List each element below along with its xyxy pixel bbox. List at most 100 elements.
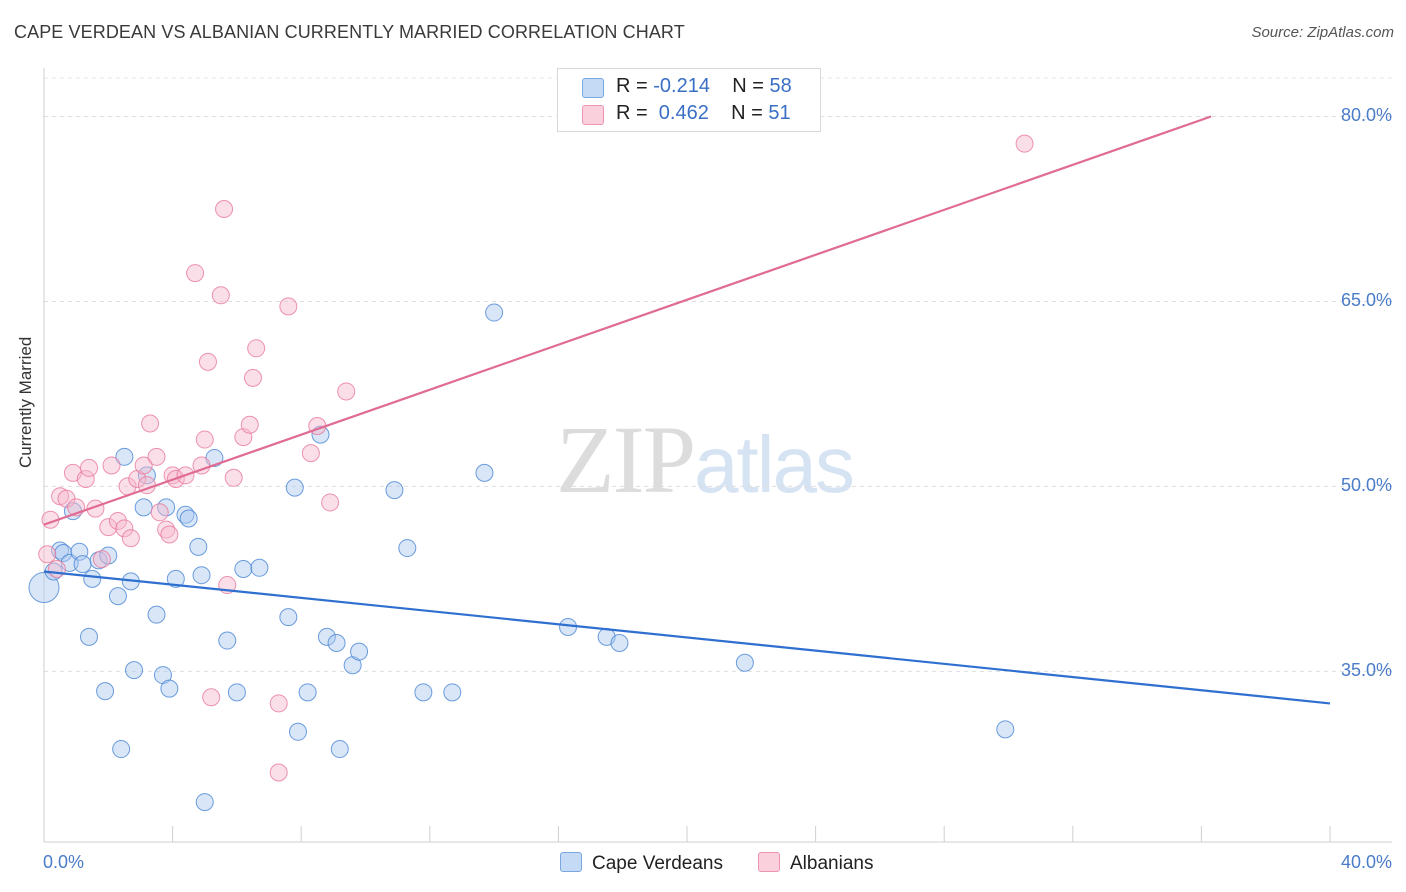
point-albanians: [279, 297, 298, 316]
n-label: N =: [731, 102, 769, 124]
point-albanians: [108, 511, 127, 530]
trendline-albanians: [43, 115, 1212, 526]
watermark: ZIPatlas: [556, 404, 855, 515]
r-value: -0.214: [653, 75, 710, 97]
point-albanians: [76, 470, 95, 489]
point-cape-verdeans: [330, 740, 349, 759]
bottom-legend-label-cape-verdeans: Cape Verdeans: [592, 853, 723, 874]
point-albanians: [147, 447, 166, 466]
point-cape-verdeans: [475, 463, 494, 482]
point-cape-verdeans: [279, 608, 298, 627]
point-cape-verdeans: [385, 481, 404, 500]
point-cape-verdeans: [83, 569, 102, 588]
point-albanians: [215, 199, 234, 218]
point-albanians: [157, 520, 176, 539]
point-cape-verdeans: [96, 682, 115, 701]
point-cape-verdeans: [192, 566, 211, 585]
r-label: R =: [616, 102, 654, 124]
point-cape-verdeans: [112, 740, 131, 759]
point-albanians: [224, 468, 243, 487]
bottom-legend-label-albanians: Albanians: [790, 853, 874, 874]
x-tick-label-max: 40.0%: [1340, 852, 1392, 872]
correlation-legend: R = -0.214 N = 58 R = 0.462 N = 51: [557, 68, 821, 132]
point-cape-verdeans: [189, 537, 208, 556]
legend-swatch-albanians: [582, 105, 604, 125]
point-albanians: [150, 503, 169, 522]
legend-stats-albanians: R = 0.462 N = 51: [616, 102, 791, 125]
point-albanians: [80, 458, 99, 477]
point-albanians: [92, 550, 111, 569]
chart-title: CAPE VERDEAN VS ALBANIAN CURRENTLY MARRI…: [14, 22, 685, 42]
point-cape-verdeans: [108, 587, 127, 606]
point-cape-verdeans: [227, 683, 246, 702]
point-cape-verdeans: [350, 642, 369, 661]
n-label: N =: [732, 75, 770, 97]
point-cape-verdeans: [80, 627, 99, 646]
bottom-legend-albanians: Albanians: [758, 852, 873, 875]
point-cape-verdeans: [115, 447, 134, 466]
point-albanians: [102, 456, 121, 475]
point-albanians: [211, 286, 230, 305]
source-credit: Source: ZipAtlas.com: [1251, 24, 1394, 41]
point-cape-verdeans: [125, 661, 144, 680]
r-value: 0.462: [653, 102, 709, 124]
n-value: 58: [769, 75, 792, 97]
point-albanians: [198, 352, 217, 371]
point-albanians: [186, 264, 205, 283]
point-albanians: [134, 456, 153, 475]
point-albanians: [202, 688, 221, 707]
y-tick-label: 50.0%: [1340, 475, 1392, 496]
point-cape-verdeans: [147, 605, 166, 624]
point-cape-verdeans: [327, 634, 346, 653]
point-albanians: [337, 382, 356, 401]
watermark-zip: ZIP: [556, 406, 696, 513]
point-cape-verdeans: [179, 509, 198, 528]
point-cape-verdeans: [250, 558, 269, 577]
point-albanians: [269, 694, 288, 713]
point-cape-verdeans: [288, 722, 307, 741]
legend-stats-cape-verdeans: R = -0.214 N = 58: [616, 75, 792, 98]
point-cape-verdeans: [285, 478, 304, 497]
point-cape-verdeans: [73, 555, 92, 574]
point-albanians: [115, 519, 134, 538]
point-albanians: [121, 529, 140, 548]
point-cape-verdeans: [218, 631, 237, 650]
y-tick-label: 65.0%: [1340, 290, 1392, 311]
point-cape-verdeans: [485, 303, 504, 322]
bottom-legend-cape-verdeans: Cape Verdeans: [560, 852, 723, 875]
point-cape-verdeans: [234, 560, 253, 579]
bottom-legend-swatch-cape-verdeans: [560, 852, 582, 872]
n-value: 51: [768, 102, 791, 124]
point-albanians: [301, 444, 320, 463]
y-tick-label: 35.0%: [1340, 660, 1392, 681]
point-cape-verdeans: [137, 466, 156, 485]
point-cape-verdeans: [996, 720, 1015, 739]
point-cape-verdeans: [317, 627, 336, 646]
point-albanians: [141, 414, 160, 433]
point-cape-verdeans: [414, 683, 433, 702]
point-cape-verdeans: [54, 543, 73, 562]
point-albanians: [1015, 134, 1034, 153]
point-albanians: [243, 368, 262, 387]
point-cape-verdeans: [398, 539, 417, 558]
point-cape-verdeans: [195, 793, 214, 812]
point-albanians: [47, 560, 66, 579]
point-cape-verdeans: [134, 498, 153, 517]
point-albanians: [38, 545, 57, 564]
r-label: R =: [616, 75, 654, 97]
point-cape-verdeans: [735, 653, 754, 672]
bottom-legend-swatch-albanians: [758, 852, 780, 872]
x-tick-label-min: 0.0%: [43, 852, 85, 872]
point-albanians: [195, 430, 214, 449]
point-cape-verdeans: [559, 617, 578, 636]
trendline-cape-verdeans: [43, 570, 1331, 705]
watermark-atlas: atlas: [694, 420, 855, 509]
point-cape-verdeans: [160, 679, 179, 698]
point-albanians: [321, 493, 340, 512]
point-cape-verdeans: [610, 634, 629, 653]
y-tick-label: 80.0%: [1340, 105, 1392, 126]
point-cape-verdeans: [166, 569, 185, 588]
point-albanians: [240, 415, 259, 434]
point-albanians: [99, 518, 118, 537]
